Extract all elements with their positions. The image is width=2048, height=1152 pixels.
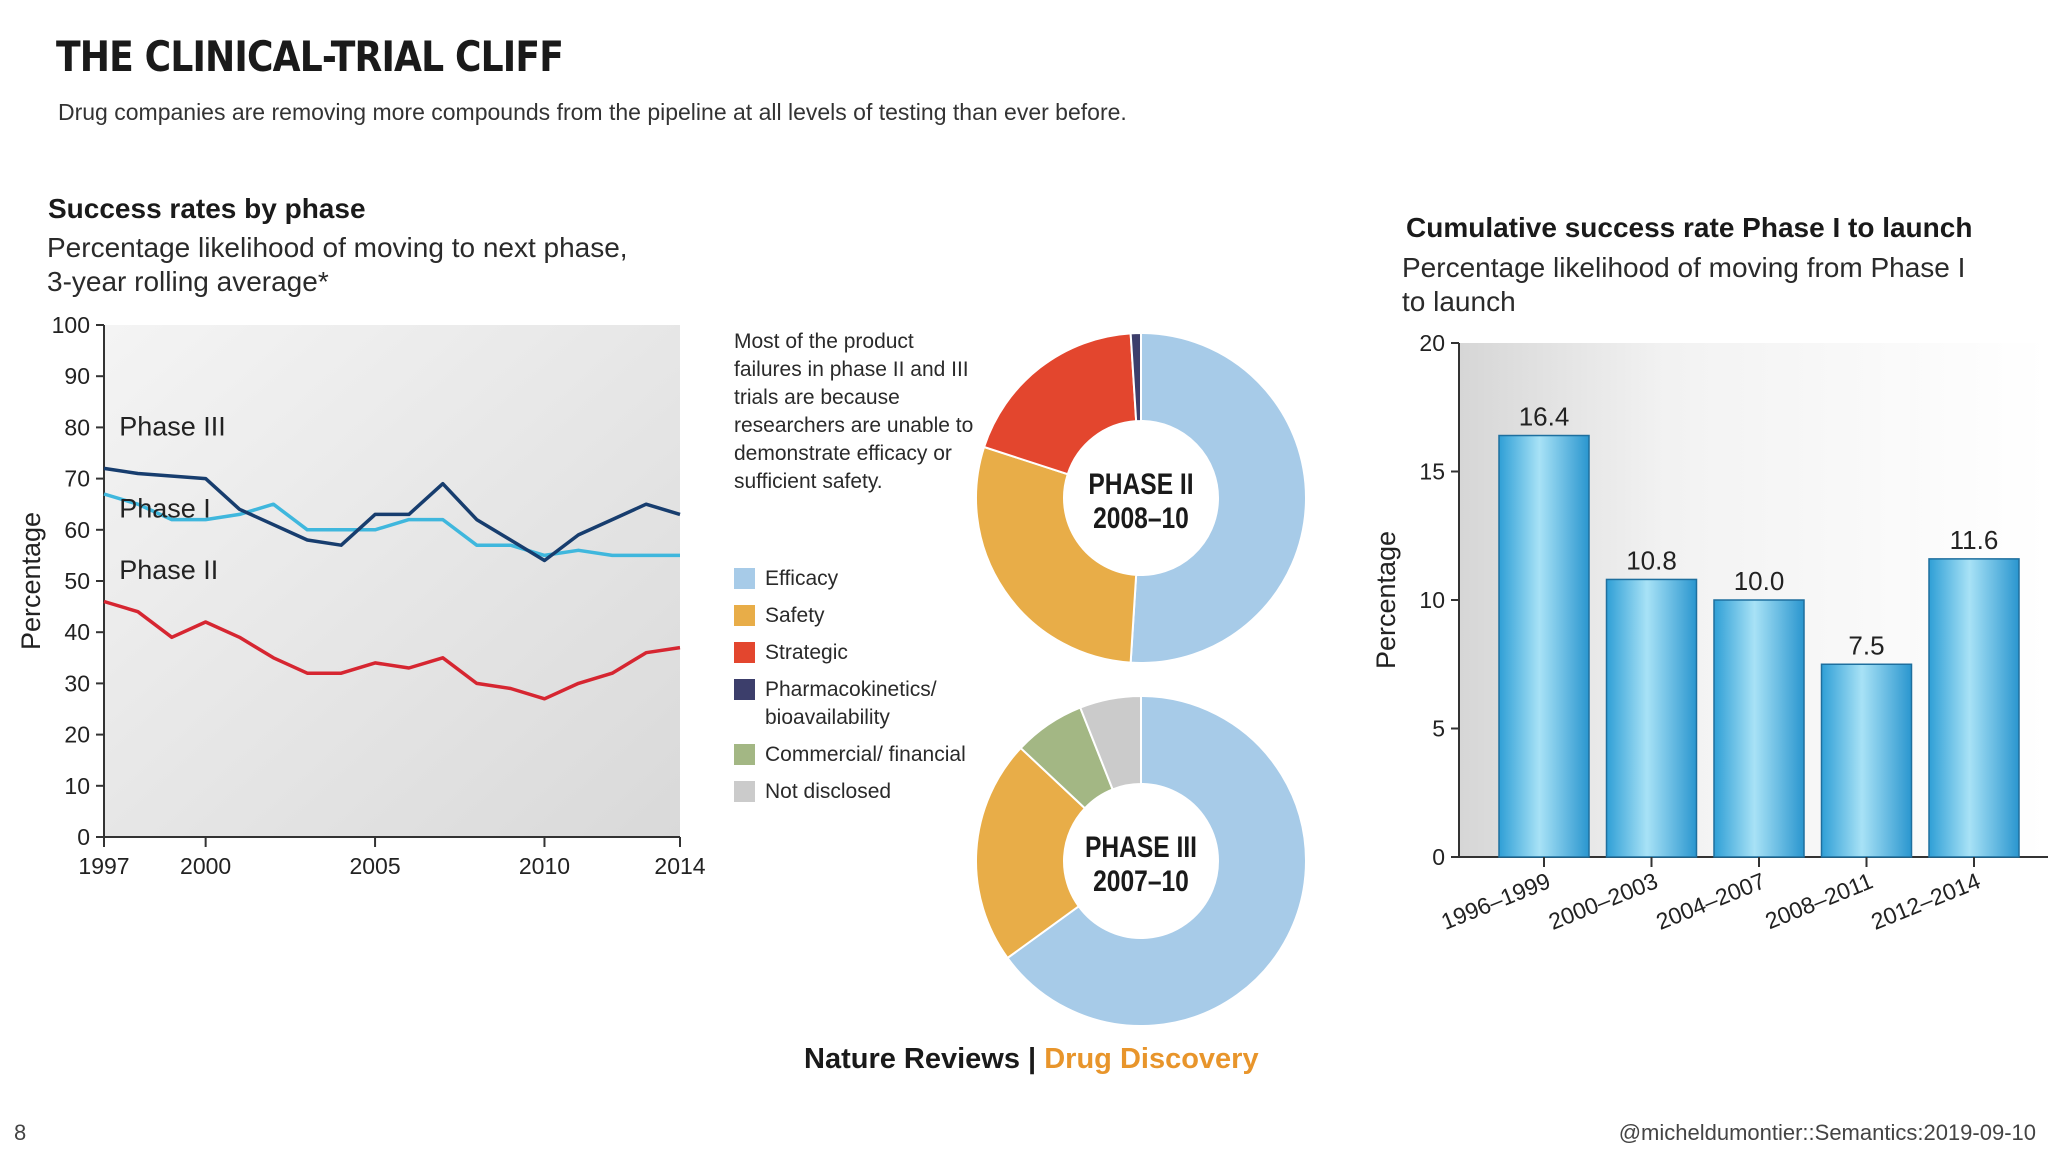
- credit-separator: |: [1020, 1043, 1045, 1075]
- footer-handle: @micheldumontier::Semantics:2019-09-10: [1618, 1120, 2036, 1145]
- line-x-tick-label: 2014: [654, 853, 705, 879]
- bar-2004–2007: [1713, 599, 1805, 858]
- bar-y-tick-label: 0: [1432, 844, 1445, 870]
- donut2-slice-safety: [975, 746, 1087, 960]
- donut1-slice-efficacy: [1129, 331, 1307, 664]
- page-title: THE CLINICAL-TRIAL CLIFF: [56, 32, 564, 81]
- line-chart-title: Success rates by phase: [48, 193, 366, 224]
- line-y-tick-label: 60: [64, 517, 90, 543]
- donut1-title-line1: PHASE II: [1088, 467, 1193, 501]
- legend-label-commercial: Commercial/ financial: [765, 743, 966, 766]
- line-y-tick-label: 70: [64, 466, 90, 492]
- bar-y-tick-label: 20: [1419, 330, 1445, 356]
- line-series-phase-ii: [103, 599, 681, 701]
- legend-swatch-not-disclosed: [734, 781, 755, 802]
- legend-label-efficacy: Efficacy: [765, 567, 839, 590]
- bar-chart-subtitle-1: Percentage likelihood of moving from Pha…: [1402, 252, 1966, 283]
- line-chart-subtitle-2: 3-year rolling average*: [47, 266, 329, 297]
- bar-x-tick-label: 2004–2007: [1652, 868, 1768, 935]
- line-y-tick-label: 30: [64, 670, 90, 696]
- bar-chart: 0 5 10 15 20 Percentage 16.4 1996–1999 10.8 2000–…: [1371, 330, 2048, 935]
- line-x-tick-label: 2000: [180, 853, 231, 879]
- legend-item-safety: Safety: [734, 602, 994, 630]
- legend-item-pharmacokinetics: Pharmacokinetics/ bioavailability: [734, 676, 994, 732]
- credit-brand-drug-discovery: Drug Discovery: [1044, 1043, 1259, 1075]
- line-y-tick-label: 100: [52, 312, 90, 338]
- failure-note: Most of the product failures in phase II…: [734, 330, 974, 493]
- line-plot-area: [104, 325, 680, 837]
- bar-x-tick-label: 2000–2003: [1545, 868, 1661, 935]
- bar-x-tick-label: 2012–2014: [1867, 867, 1984, 934]
- donut1-slice-safety: [975, 445, 1138, 664]
- line-y-axis-label: Percentage: [16, 512, 46, 650]
- donut1-slice-strategic: [982, 332, 1138, 476]
- bar-1996–1999: [1498, 434, 1590, 858]
- donut2-slice-efficacy: [1006, 694, 1307, 1027]
- bar-value-label: 10.0: [1734, 566, 1785, 596]
- line-y-tick-label: 90: [64, 363, 90, 389]
- bar-y-tick-label: 5: [1432, 716, 1445, 742]
- donut2-slice-not-disclosed: [1078, 694, 1142, 791]
- line-series-phase-i: [103, 492, 680, 558]
- legend-item-not-disclosed: Not disclosed: [734, 778, 994, 806]
- legend-label-safety: Safety: [765, 604, 825, 627]
- line-y-tick-label: 10: [64, 773, 90, 799]
- bar-y-tick-label: 10: [1419, 587, 1445, 613]
- legend-label-strategic: Strategic: [765, 641, 848, 664]
- bar-2012–2014: [1928, 558, 2020, 858]
- line-y-tick-label: 0: [77, 824, 90, 850]
- legend-swatch-efficacy: [734, 568, 755, 589]
- donut1-title-line2: 2008–10: [1093, 501, 1189, 535]
- bar-chart-subtitle-2: to launch: [1402, 286, 1516, 317]
- bar-value-label: 7.5: [1848, 630, 1884, 660]
- legend-item-strategic: Strategic: [734, 639, 994, 667]
- line-series-label-phase-ii: Phase II: [119, 555, 218, 585]
- legend-label-not-disclosed: Not disclosed: [765, 780, 892, 803]
- donut-legend: Efficacy Safety Strategic Pharmacokineti…: [734, 565, 994, 815]
- line-y-tick-label: 40: [64, 619, 90, 645]
- line-chart-subtitle-1: Percentage likelihood of moving to next …: [47, 232, 628, 263]
- line-x-tick-label: 2005: [349, 853, 400, 879]
- bar-y-tick-label: 15: [1419, 459, 1445, 485]
- line-x-tick-label: 2010: [519, 853, 570, 879]
- line-y-tick-label: 20: [64, 722, 90, 748]
- legend-swatch-strategic: [734, 642, 755, 663]
- line-series-label-phase-i: Phase I: [119, 494, 211, 524]
- bar-2008–2011: [1820, 663, 1913, 858]
- legend-label-pharmacokinetics: Pharmacokinetics/ bioavailability: [765, 678, 937, 729]
- bar-value-label: 16.4: [1519, 402, 1570, 432]
- line-series-label-phase-iii: Phase III: [119, 412, 226, 442]
- source-credit: Nature Reviews | Drug Discovery: [804, 1043, 1259, 1076]
- credit-brand-nature-reviews: Nature Reviews: [804, 1043, 1020, 1075]
- donut2-title-line1: PHASE III: [1085, 830, 1197, 864]
- page-subtitle: Drug companies are removing more compoun…: [58, 99, 1127, 125]
- legend-item-commercial: Commercial/ financial: [734, 741, 994, 769]
- line-chart: 0 10 20 30 40 50 60 70 80 90 100 1997 2000 2005 2010 20…: [16, 312, 706, 879]
- legend-swatch-safety: [734, 605, 755, 626]
- legend-item-efficacy: Efficacy: [734, 565, 994, 593]
- bar-x-tick-label: 2008–2011: [1761, 868, 1876, 935]
- bar-y-axis-label: Percentage: [1371, 531, 1401, 669]
- line-y-tick-label: 80: [64, 414, 90, 440]
- bar-x-tick-label: 1996–1999: [1437, 868, 1553, 935]
- line-y-tick-label: 50: [64, 568, 90, 594]
- legend-swatch-pharmacokinetics: [734, 679, 755, 700]
- line-series-phase-iii: [103, 466, 681, 563]
- page-number: 8: [14, 1120, 27, 1145]
- bar-2000–2003: [1605, 578, 1698, 858]
- bar-value-label: 10.8: [1626, 545, 1677, 575]
- bar-chart-title: Cumulative success rate Phase I to launc…: [1406, 212, 1973, 243]
- line-x-tick-label: 1997: [78, 853, 129, 879]
- legend-swatch-commercial: [734, 744, 755, 765]
- bar-value-label: 11.6: [1950, 525, 1999, 555]
- donut1-slice-pharmacokinetics-bioavailability: [1129, 331, 1142, 423]
- donut2-title-line2: 2007–10: [1093, 864, 1189, 898]
